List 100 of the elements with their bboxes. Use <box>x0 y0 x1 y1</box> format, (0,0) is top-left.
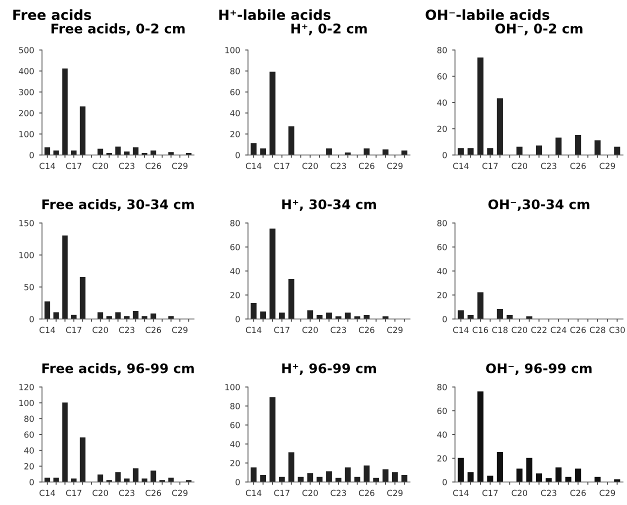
bar <box>477 58 484 155</box>
bar <box>477 292 484 319</box>
bar <box>536 145 542 155</box>
bar <box>516 146 522 155</box>
x-tick-label: C29 <box>600 490 615 496</box>
bar <box>44 147 50 155</box>
y-tick-label: 20 <box>230 460 240 466</box>
chart-title: OH⁻,30-34 cm <box>488 199 590 211</box>
bar <box>546 478 552 482</box>
bar <box>316 476 323 482</box>
y-tick-label: 20 <box>24 463 34 470</box>
x-tick-label: C20 <box>512 490 528 496</box>
x-tick-label: C26 <box>358 162 374 170</box>
x-tick-label: C17 <box>274 490 290 496</box>
y-tick-label: 0 <box>236 152 240 158</box>
y-tick-label: 100 <box>225 384 240 390</box>
y-tick-label: 60 <box>437 73 447 80</box>
chart-title: Free acids, 30-34 cm <box>42 199 194 211</box>
y-tick-label: 0 <box>236 316 240 322</box>
y-tick-label: 40 <box>24 447 34 454</box>
x-tick-label: C26 <box>358 326 374 334</box>
bar <box>115 312 121 319</box>
x-tick-label: C14 <box>40 162 56 170</box>
y-tick-label: 0 <box>236 478 240 486</box>
chart-subtitle: H⁺, 0-2 cm <box>291 24 367 36</box>
x-tick-label: C23 <box>119 162 134 170</box>
bar <box>401 475 408 482</box>
y-tick-label: 500 <box>19 46 34 54</box>
bar <box>270 228 276 319</box>
x-tick-label: C23 <box>541 162 556 170</box>
bar <box>80 437 86 482</box>
x-tick-label: C20 <box>92 326 108 334</box>
chart-title: Free acids, 96-99 cm <box>42 363 194 375</box>
x-tick-label: C23 <box>330 162 346 170</box>
y-tick-label: 80 <box>437 384 447 390</box>
x-tick-label: C17 <box>66 490 82 496</box>
x-tick-label: C26 <box>146 326 162 334</box>
y-tick-label: 40 <box>230 440 240 448</box>
bar <box>250 303 257 319</box>
bar <box>288 279 294 319</box>
chart-title: H⁺-labile acids <box>219 9 330 20</box>
y-tick-label: 0 <box>442 316 447 322</box>
bar <box>326 312 332 319</box>
y-tick-label: 60 <box>230 422 240 428</box>
bar <box>270 72 276 155</box>
y-tick-label: 20 <box>437 292 447 298</box>
y-tick-label: 60 <box>437 244 447 250</box>
x-tick-label: C26 <box>570 490 586 496</box>
y-tick-label: 150 <box>19 220 34 226</box>
y-tick-label: 80 <box>437 220 447 226</box>
bar <box>468 472 474 482</box>
x-tick-label: C17 <box>274 326 290 334</box>
y-tick-label: 0 <box>30 316 34 322</box>
bar <box>168 316 174 319</box>
y-tick-label: 0 <box>30 478 34 486</box>
bar <box>250 467 257 482</box>
bar <box>132 468 138 482</box>
bar <box>150 314 156 319</box>
x-tick-label: C29 <box>600 162 615 170</box>
x-tick-label: C14 <box>246 162 262 170</box>
y-tick-label: 40 <box>437 431 447 438</box>
x-tick-label: C16 <box>472 326 488 334</box>
bar <box>62 68 68 155</box>
y-tick-label: 20 <box>230 292 240 298</box>
bar <box>364 148 370 155</box>
x-tick-label: C17 <box>482 490 498 496</box>
y-tick-label: 60 <box>230 244 240 250</box>
x-tick-label: C26 <box>358 490 374 496</box>
x-tick-label: C20 <box>92 490 108 496</box>
bar <box>132 147 138 155</box>
y-tick-label: 120 <box>19 384 34 390</box>
bar <box>496 452 503 482</box>
bar <box>382 149 388 155</box>
y-tick-label: 80 <box>230 68 240 74</box>
bar <box>98 474 104 482</box>
y-tick-label: 0 <box>442 478 447 486</box>
chart-title: H⁺, 96-99 cm <box>282 363 376 375</box>
bar <box>575 134 582 155</box>
bar <box>168 478 174 482</box>
bar <box>278 476 285 482</box>
bar <box>132 310 138 319</box>
bar <box>142 316 148 319</box>
x-tick-label: C23 <box>330 326 346 334</box>
bar <box>392 472 398 482</box>
y-tick-label: 40 <box>230 110 240 116</box>
x-tick-label: C18 <box>492 326 508 334</box>
bar <box>496 98 503 155</box>
x-tick-label: C14 <box>453 326 469 334</box>
x-tick-label: C17 <box>66 162 82 170</box>
bar <box>526 458 532 482</box>
x-tick-label: C26 <box>570 326 586 334</box>
bar <box>468 148 474 155</box>
y-tick-label: 100 <box>19 252 34 258</box>
bar <box>364 466 370 482</box>
y-tick-label: 0 <box>30 152 34 158</box>
x-tick-label: C26 <box>146 490 162 496</box>
bar <box>477 391 484 482</box>
bar <box>516 468 522 482</box>
x-tick-label: C26 <box>570 162 586 170</box>
x-tick-label: C29 <box>172 162 188 170</box>
